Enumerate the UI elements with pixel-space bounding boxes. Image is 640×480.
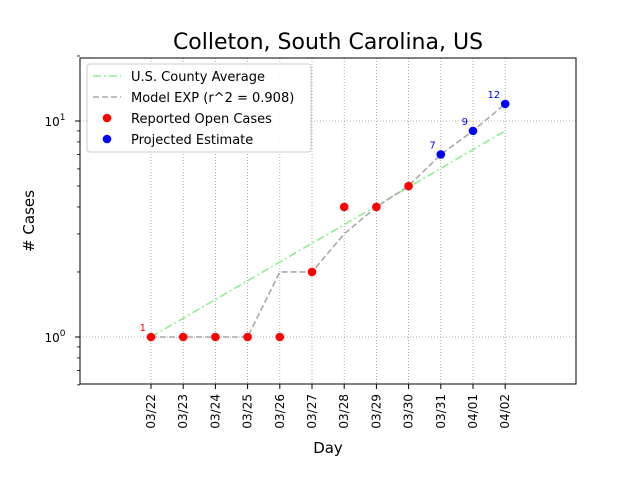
projected-point (468, 126, 478, 136)
legend-entry-reported-marker (102, 113, 112, 123)
x-tick-label: 03/24 (208, 394, 222, 429)
legend-entry-projected-marker (102, 134, 112, 144)
model-exp-line (151, 103, 506, 338)
data-label: 1 (140, 323, 146, 334)
x-tick-label: 03/25 (241, 394, 255, 429)
data-label: 7 (429, 140, 435, 151)
x-tick-label: 03/27 (305, 394, 319, 429)
legend-box (86, 63, 312, 153)
chart-title: Colleton, South Carolina, US (173, 30, 483, 55)
reported-point (339, 202, 349, 212)
y-axis-label: # Cases (20, 190, 38, 252)
x-tick-label: 03/28 (337, 394, 351, 429)
x-tick-label: 04/01 (466, 394, 480, 429)
projected-point (500, 99, 510, 109)
y-tick-label: 101 (44, 113, 65, 129)
legend-entry-reported: Reported Open Cases (131, 112, 272, 127)
reported-point (372, 202, 381, 212)
legend-entry-county-average: U.S. County Average (131, 70, 265, 85)
legend: U.S. County Average Model EXP (r^2 = 0.90… (86, 63, 312, 153)
reported-point (404, 181, 413, 191)
data-label: 9 (462, 117, 468, 128)
reported-point (211, 332, 220, 342)
reported-point (146, 332, 156, 342)
x-axis-label: Day (313, 439, 343, 457)
projected-point (436, 150, 446, 159)
reported-point (178, 332, 188, 342)
data-label: 12 (487, 90, 500, 101)
x-tick-label: 03/31 (434, 394, 448, 429)
x-tick-label: 03/30 (402, 394, 416, 429)
x-tick-label: 03/22 (144, 394, 158, 429)
reported-point (275, 332, 285, 342)
x-tick-label: 03/26 (273, 394, 287, 429)
reported-point (243, 332, 252, 342)
county-average-line (150, 130, 506, 338)
x-tick-label: 03/29 (369, 394, 383, 429)
y-tick-label: 100 (44, 329, 65, 345)
x-tick-label: 03/23 (176, 394, 190, 429)
x-tick-label: 04/02 (498, 394, 512, 429)
legend-entry-projected: Projected Estimate (131, 133, 253, 148)
reported-point (307, 267, 317, 277)
legend-entry-model-exp: Model EXP (r^2 = 0.908) (131, 91, 294, 106)
plot-frame (79, 57, 577, 385)
